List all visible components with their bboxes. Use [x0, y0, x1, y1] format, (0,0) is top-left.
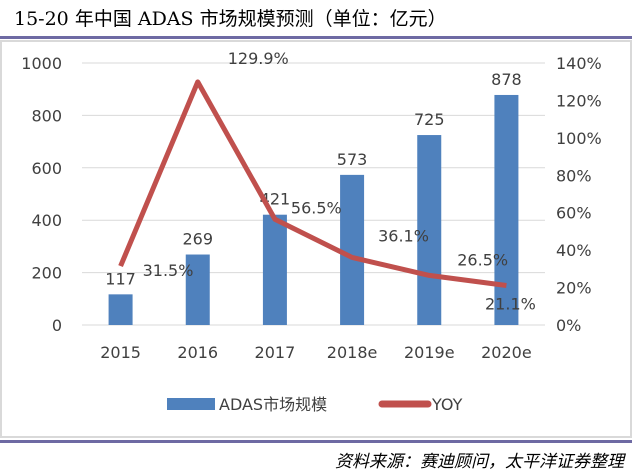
chart-frame [0, 40, 632, 438]
left-tick-label: 400 [31, 211, 62, 230]
bar [262, 214, 287, 325]
x-tick-label: 2019e [404, 343, 455, 362]
bar [185, 254, 210, 325]
x-tick-label: 2017 [255, 343, 296, 362]
x-tick-label: 2015 [100, 343, 141, 362]
bar [417, 135, 442, 325]
right-tick-label: 60% [556, 204, 592, 223]
bar-data-label: 269 [182, 230, 213, 249]
bar-data-label: 117 [105, 269, 136, 288]
right-tick-label: 80% [556, 166, 592, 185]
line-data-label: 26.5% [457, 250, 508, 269]
right-tick-label: 100% [556, 129, 602, 148]
legend-bar-swatch [167, 398, 215, 410]
line-data-label: 129.9% [228, 49, 289, 68]
bar [108, 294, 133, 325]
right-tick-label: 120% [556, 91, 602, 110]
legend-bar-label: ADAS市场规模 [219, 395, 327, 414]
legend-line-label: YOY [431, 395, 463, 414]
line-data-label: 56.5% [291, 198, 342, 217]
line-data-label: 21.1% [485, 295, 536, 314]
bar-data-label: 878 [491, 70, 522, 89]
right-tick-label: 0% [556, 316, 581, 335]
x-tick-label: 2018e [327, 343, 378, 362]
left-tick-label: 1000 [21, 54, 62, 73]
bottom-divider [0, 440, 632, 443]
x-tick-label: 2020e [481, 343, 532, 362]
x-tick-label: 2016 [177, 343, 218, 362]
yoy-line [118, 79, 507, 288]
chart-title: 15-20 年中国 ADAS 市场规模预测（单位：亿元） [14, 8, 447, 30]
top-divider [0, 36, 632, 39]
right-tick-label: 40% [556, 241, 592, 260]
bar-data-label: 573 [337, 150, 368, 169]
left-tick-label: 0 [52, 316, 62, 335]
bar [340, 174, 365, 325]
left-tick-label: 600 [31, 159, 62, 178]
right-tick-label: 20% [556, 279, 592, 298]
bar [494, 94, 519, 326]
source-note: 资料来源：赛迪顾问，太平洋证券整理 [335, 452, 624, 472]
line-data-label: 31.5% [143, 261, 194, 280]
left-tick-label: 200 [31, 264, 62, 283]
right-tick-label: 140% [556, 54, 602, 73]
bar-data-label: 725 [414, 110, 445, 129]
left-tick-label: 800 [31, 106, 62, 125]
line-data-label: 36.1% [378, 226, 429, 245]
